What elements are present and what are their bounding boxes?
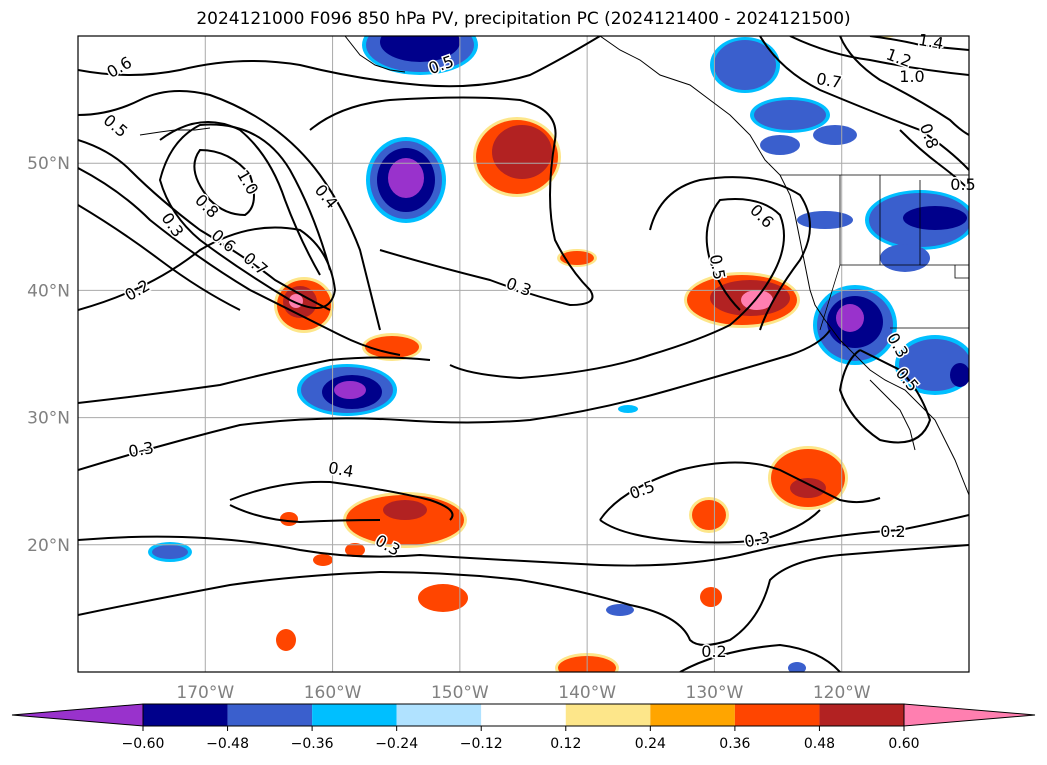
pv-contour: [78, 36, 601, 88]
colorbar-extend-max: [903, 703, 1036, 727]
pv-contour: [309, 96, 594, 307]
latitude-tick-label: 20°N: [27, 536, 70, 556]
pv-contour: [78, 514, 969, 567]
contour-label: 1.0: [899, 67, 924, 86]
colorbar-swatch: [396, 704, 482, 726]
alaska-coast: [344, 36, 406, 73]
pv-contour: [839, 36, 969, 136]
precip-anomaly-positive: [345, 543, 365, 557]
colorbar-swatch: [734, 704, 820, 726]
pv-contour: [789, 36, 969, 76]
colorbar-tick-label: −0.48: [206, 736, 249, 752]
precip-anomaly-positive: [313, 554, 333, 566]
precip-anomaly-negative: [788, 662, 806, 672]
colorbar-tick-label: 0.48: [804, 736, 835, 752]
precip-anomaly-positive: [276, 629, 296, 651]
pv-contour: [599, 509, 821, 544]
colorbar-tick-label: −0.24: [375, 736, 418, 752]
longitude-tick-label: 150°W: [431, 683, 489, 703]
precip-anomaly-negative: [797, 190, 969, 272]
pv-contour: [869, 36, 969, 51]
precip-anomaly-positive: [362, 333, 422, 361]
precip-anomaly-negative: [813, 285, 969, 395]
longitude-tick-label: 130°W: [686, 683, 744, 703]
precip-anomaly-negative: [152, 545, 188, 559]
pv-contour: [78, 139, 331, 311]
map-frame: [77, 35, 970, 673]
precip-anomaly-negative: [618, 405, 638, 413]
colorbar-tick-label: 0.24: [635, 736, 666, 752]
contour-label: 0.2: [880, 522, 905, 541]
precip-anomaly-positive: [343, 492, 467, 548]
colorbar-swatch: [312, 704, 397, 726]
latitude-tick-label: 30°N: [27, 409, 70, 429]
latitude-tick-label: 40°N: [27, 281, 70, 301]
precip-anomaly-positive: [418, 584, 468, 612]
pv-contour: [78, 123, 337, 311]
pv-contour: [679, 643, 841, 672]
baja-coast: [869, 379, 916, 451]
pv-contour: [599, 461, 881, 521]
pv-contour: [649, 176, 811, 331]
pv-contour: [759, 36, 969, 171]
colorbar-swatch: [819, 704, 904, 726]
pv-contour: [78, 204, 241, 311]
graticule: [78, 36, 969, 672]
colorbar-tick-label: −0.60: [122, 736, 165, 752]
latitude-labels: 20°N 30°N 40°N 50°N: [27, 154, 70, 556]
colorbar-frame: [142, 703, 905, 727]
longitude-tick-label: 170°W: [176, 683, 234, 703]
longitude-labels: 170°W 160°W 150°W 140°W 130°W 120°W: [176, 683, 870, 703]
precip-anomaly-positive: [689, 497, 729, 533]
pv-contour: [229, 504, 381, 524]
colorbar-tick-label: 0.60: [888, 736, 919, 752]
pv-contour: [78, 329, 831, 471]
latitude-tick-label: 50°N: [27, 154, 70, 174]
contour-label: 0.2: [701, 642, 726, 661]
longitude-tick-label: 160°W: [304, 683, 362, 703]
colorbar-swatch: [650, 704, 735, 726]
colorbar-swatch: [227, 704, 313, 726]
pv-contour: [899, 129, 969, 191]
longitude-tick-label: 120°W: [813, 683, 871, 703]
pv-contour: [159, 121, 321, 276]
political-borders: [780, 174, 969, 331]
pv-contour: [229, 480, 454, 521]
colorbar-tick-label: −0.36: [291, 736, 334, 752]
pv-contour: [78, 167, 401, 356]
precip-anomaly-positive: [473, 117, 561, 197]
colorbar-swatch: [143, 704, 228, 726]
contour-label: 0.3: [743, 528, 771, 551]
colorbar-swatch: [565, 704, 651, 726]
colorbar-tick-label: 0.12: [550, 736, 581, 752]
contour-label: 0.5: [706, 253, 729, 281]
pv-contour: [78, 356, 431, 404]
pv-contour: [193, 148, 255, 217]
colorbar-extend-min: [11, 703, 144, 727]
precip-anomaly-negative: [710, 37, 857, 155]
longitude-tick-label: 140°W: [558, 683, 616, 703]
colorbar-swatch: [481, 704, 566, 726]
pv-contour: [78, 544, 969, 646]
colorbar-tick-label: 0.36: [719, 736, 750, 752]
pv-contour: [838, 349, 932, 444]
precip-anomaly-negative: [606, 604, 634, 616]
map-title: 2024121000 F096 850 hPa PV, precipitatio…: [196, 9, 851, 29]
precip-anomaly-negative: [366, 137, 446, 223]
precip-anomaly-negative: [362, 36, 478, 75]
pv-contour: [78, 90, 381, 331]
precip-anomaly-negative: [297, 364, 397, 416]
pv-contours: [78, 36, 969, 672]
precip-anomaly-positive: [700, 587, 722, 607]
pv-contour: [449, 198, 785, 380]
colorbar-tick-label: −0.12: [460, 736, 503, 752]
